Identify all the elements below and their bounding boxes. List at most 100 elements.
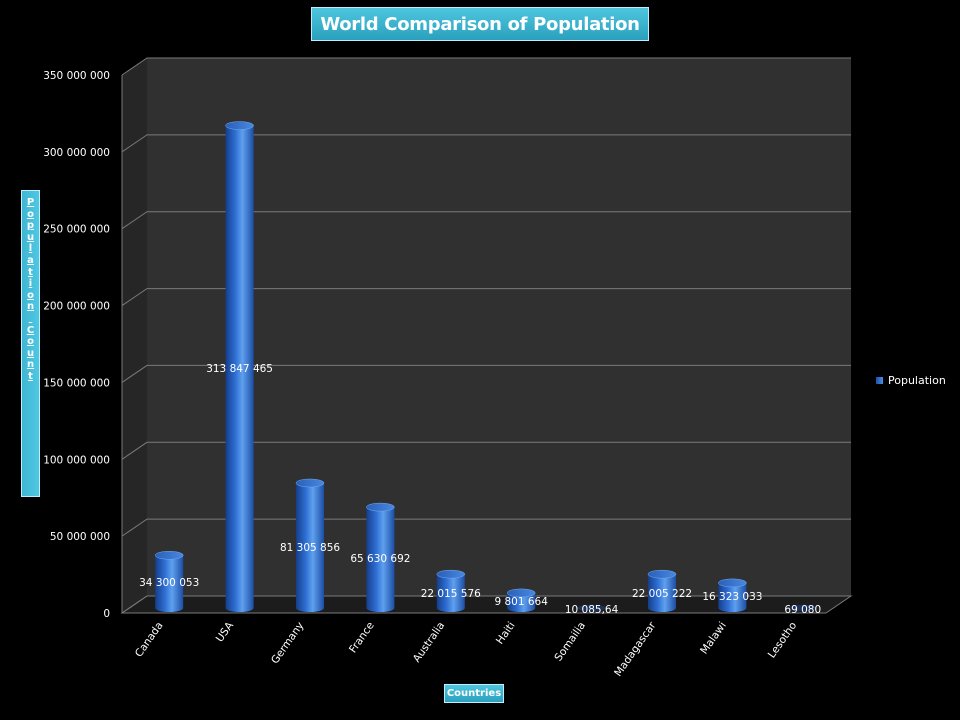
y-axis-label-char: P	[26, 197, 35, 208]
y-axis-label-char: t	[28, 370, 33, 382]
x-tick-label: Australia	[411, 620, 447, 665]
bar-bottom	[366, 604, 395, 612]
data-label: 16 323 033	[702, 591, 762, 603]
legend-swatch	[876, 377, 883, 384]
x-tick-label: Lesotho	[766, 620, 799, 661]
x-tick-label: Germany	[269, 620, 307, 666]
y-tick-label: 100 000 000	[43, 454, 110, 466]
bar	[436, 569, 466, 612]
bar-bottom	[296, 604, 324, 612]
y-axis-label-char: n	[26, 301, 35, 313]
bar-cap	[718, 578, 747, 588]
y-tick-label: 0	[103, 608, 110, 620]
bar-body	[155, 555, 184, 608]
y-axis-label-char: t	[28, 266, 33, 278]
y-axis-label-char: l	[28, 243, 33, 255]
bar-bottom	[155, 604, 184, 612]
data-label: 10 085,64	[565, 604, 619, 616]
y-tick-label: 50 000 000	[50, 531, 110, 543]
x-axis-label-box: Countries	[444, 684, 504, 703]
y-axis-label-char: o	[27, 336, 34, 348]
y-tick-label: 350 000 000	[43, 70, 110, 82]
gridline	[121, 211, 851, 230]
bar	[718, 578, 747, 612]
gridline	[121, 57, 851, 76]
bar	[788, 604, 817, 612]
bar-body	[648, 574, 676, 608]
legend-label: Population	[888, 374, 946, 387]
y-tick-label: 250 000 000	[43, 224, 110, 236]
data-label: 22 005 222	[632, 588, 692, 600]
bar-bottom	[648, 604, 676, 612]
x-tick-label: Malawi	[698, 620, 729, 657]
data-label: 65 630 692	[350, 553, 410, 565]
bar-body	[436, 574, 465, 608]
bar	[295, 478, 325, 612]
y-tick-label: 150 000 000	[43, 377, 110, 389]
x-axis-label: Countries	[446, 688, 502, 699]
bar-bottom	[225, 604, 254, 612]
x-tick-label: France	[347, 620, 377, 655]
bar-bottom	[507, 604, 536, 612]
bar-body	[296, 483, 324, 608]
bar-cap	[225, 121, 254, 130]
data-label: 22 015 576	[421, 588, 481, 600]
chart-title: World Comparison of Population	[320, 13, 640, 35]
gridline	[121, 134, 851, 153]
data-label: 313 847 465	[206, 363, 273, 375]
bar-cap	[154, 551, 184, 560]
bar-body	[366, 507, 395, 608]
y-axis-label-char: o	[27, 208, 34, 220]
bar-cap	[577, 604, 606, 612]
bar	[366, 502, 395, 612]
bar	[225, 121, 254, 612]
bar-cap	[506, 588, 536, 598]
gridline	[121, 288, 851, 306]
data-label: 69 080	[784, 604, 821, 616]
bar-body	[225, 125, 254, 609]
gridline	[121, 518, 851, 537]
y-axis-label-char: a	[27, 254, 34, 266]
data-label: 34 300 053	[139, 577, 199, 589]
bar-body	[507, 592, 536, 608]
x-axis-ticks: Canada USA Germany France Australia Haiti Soma…	[133, 619, 799, 679]
back-wall	[147, 58, 851, 596]
x-tick-label: Somailia	[552, 620, 588, 664]
gridline	[121, 441, 851, 460]
bar-bottom	[436, 604, 465, 612]
y-axis-label-char: u	[26, 231, 35, 243]
bar-cap	[788, 604, 817, 612]
gridline	[121, 595, 851, 614]
data-label: 9 801 664	[494, 596, 548, 608]
gridline	[121, 364, 851, 383]
y-tick-label: 200 000 000	[43, 301, 110, 313]
y-axis-label-char: u	[26, 347, 35, 359]
x-tick-label: USA	[214, 619, 237, 644]
y-axis-label-char: C	[26, 324, 35, 336]
bars	[154, 121, 817, 612]
bar-bottom	[718, 604, 747, 612]
legend: Population	[876, 374, 946, 387]
y-axis-label-char: n	[26, 359, 35, 371]
bar-cap	[436, 569, 466, 579]
bar-cap	[295, 478, 325, 488]
y-tick-label: 300 000 000	[43, 147, 110, 159]
bar	[577, 604, 606, 612]
bar	[647, 569, 677, 612]
x-tick-label: Madagascar	[612, 619, 659, 679]
bar-cap	[647, 569, 677, 579]
y-axis-label-char: p	[26, 220, 35, 232]
y-axis-label-char: i	[28, 278, 33, 290]
y-axis-label-char: o	[27, 289, 34, 301]
data-labels: 34 300 053 313 847 465 81 305 856 65 630 69…	[139, 363, 821, 616]
data-label: 81 305 856	[280, 542, 340, 554]
y-axis-ticks: 0 50 000 000 100 000 000 150 000 000 200 000…	[43, 70, 110, 620]
gridlines	[121, 57, 851, 614]
bar	[154, 551, 184, 612]
side-wall	[122, 58, 147, 613]
x-tick-label: Haiti	[494, 620, 518, 647]
chart-title-box: World Comparison of Population	[311, 7, 649, 41]
